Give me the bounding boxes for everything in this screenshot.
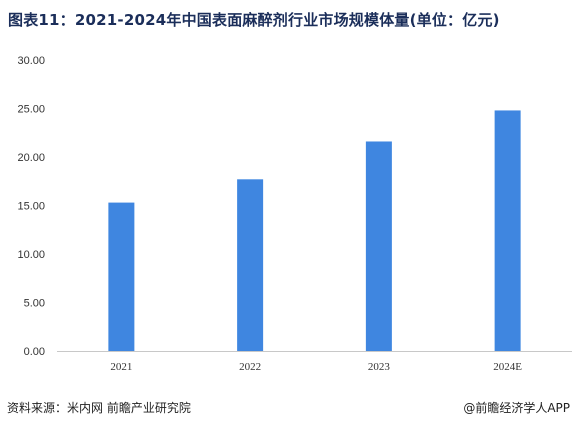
bar-2024E	[494, 110, 521, 351]
bars	[108, 110, 521, 351]
x-tick-label: 2022	[239, 361, 261, 373]
x-tick-label: 2021	[110, 361, 132, 373]
bar-2022	[237, 179, 264, 351]
footer: 资料来源：米内网 前瞻产业研究院 @前瞻经济学人APP	[0, 394, 580, 426]
y-tick-label: 25.00	[17, 104, 45, 116]
source-note: 资料来源：米内网 前瞻产业研究院	[7, 401, 191, 415]
chart-title: 图表11：2021-2024年中国表面麻醉剂行业市场规模体量(单位：亿元)	[8, 11, 500, 29]
bar-2023	[365, 141, 392, 351]
y-axis-ticks: 0.00 5.00 10.00 15.00 20.00 25.00 30.00	[17, 55, 45, 358]
x-tick-label: 2024E	[493, 361, 522, 373]
brand-credit: @前瞻经济学人APP	[463, 401, 570, 415]
y-tick-label: 0.00	[24, 346, 45, 358]
x-axis-labels: 2021 2022 2023 2024E	[110, 361, 522, 373]
y-tick-label: 15.00	[17, 201, 45, 213]
y-tick-label: 5.00	[24, 298, 45, 310]
y-tick-label: 30.00	[17, 55, 45, 67]
y-tick-label: 20.00	[17, 152, 45, 164]
y-tick-label: 10.00	[17, 249, 45, 261]
x-tick-label: 2023	[368, 361, 391, 373]
bar-2021	[108, 202, 135, 351]
